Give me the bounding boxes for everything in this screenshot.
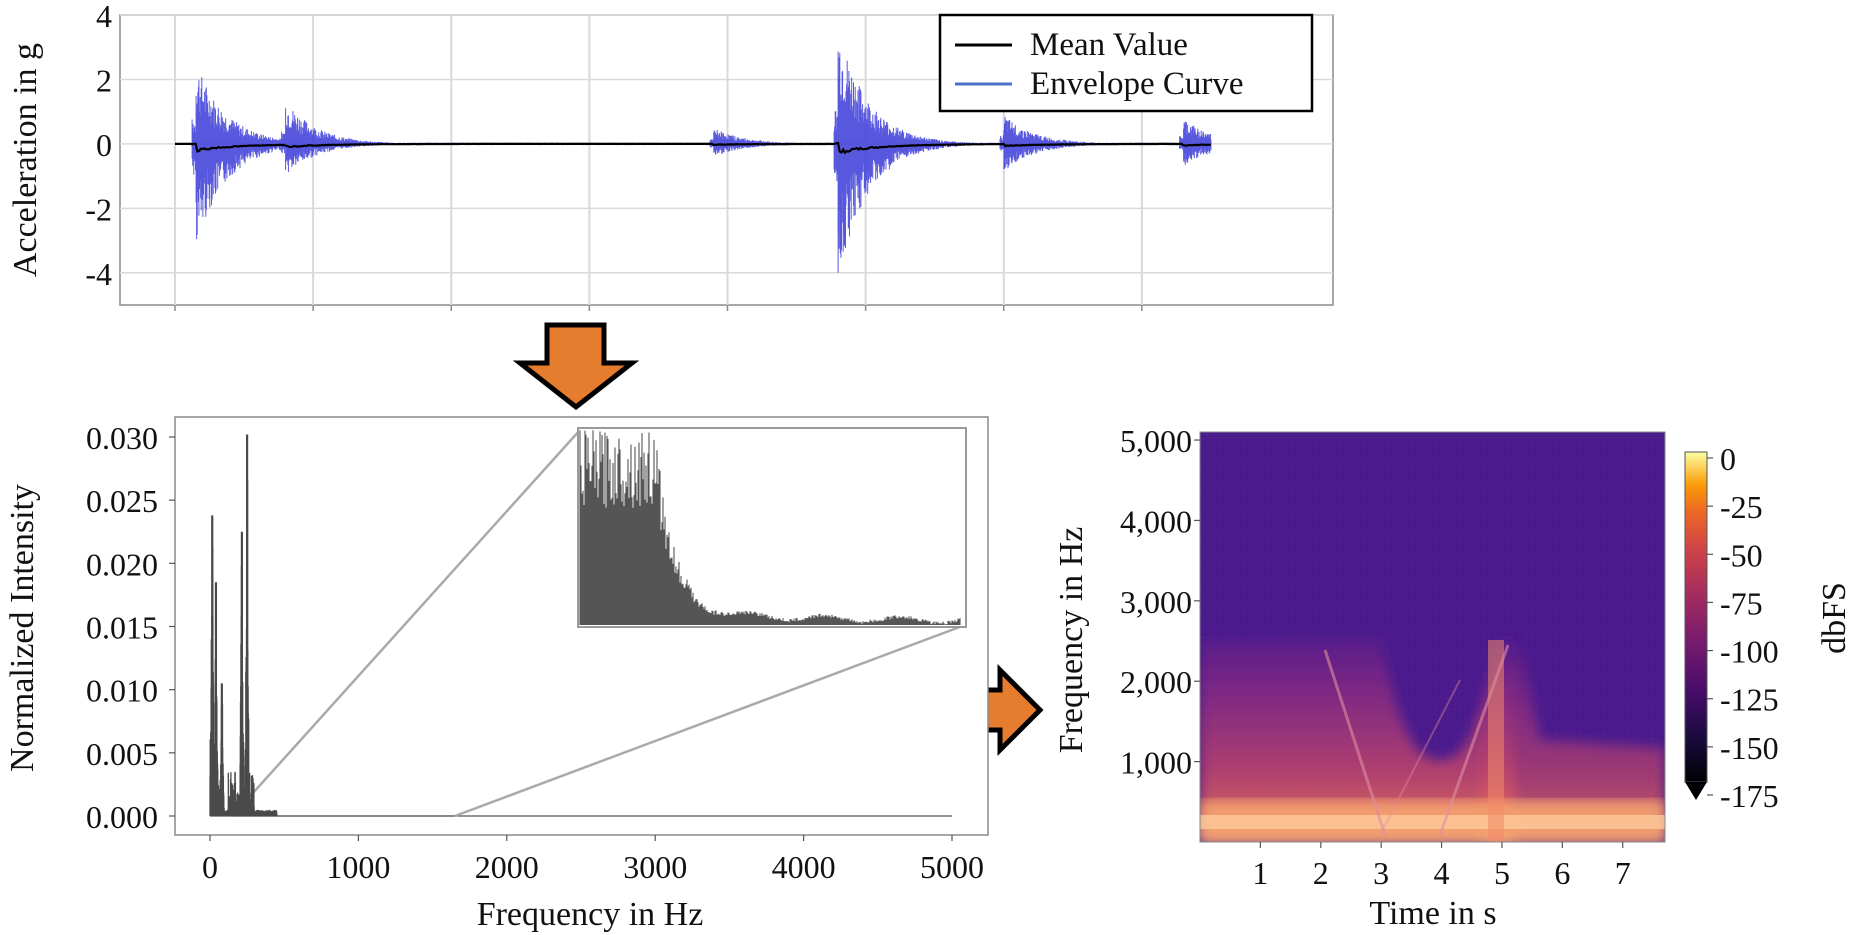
spectrogram-x-ticks: 1 2 3 4 5 6 7 (1252, 842, 1631, 891)
time-signal-y-label: Acceleration in g (7, 43, 44, 277)
inset-spectrum-lines (579, 430, 961, 625)
colorbar-extend-arrow (1685, 782, 1707, 800)
time-signal-chart: 4 2 0 -2 -4 Acceleration in g Mean Value Env… (7, 0, 1334, 311)
x-tick-label: 4 (1434, 855, 1450, 891)
y-tick-label: 4,000 (1120, 503, 1192, 539)
legend-box (938, 13, 1314, 113)
x-tick-label: 5 (1494, 855, 1510, 891)
x-tick-label: 3 (1373, 855, 1389, 891)
arrow-down-icon (512, 322, 640, 411)
y-tick-label: 0 (96, 127, 112, 163)
y-tick-label: 2 (96, 62, 112, 98)
spectrogram-x-label: Time in s (1369, 895, 1496, 932)
fft-y-ticks: 0.000 0.005 0.010 0.015 0.020 0.025 0.030 (86, 420, 175, 835)
fft-x-ticks: 0 1000 2000 3000 4000 5000 (202, 835, 984, 885)
spectrogram-y-ticks: 1,000 2,000 3,000 4,000 5,000 (1120, 423, 1200, 781)
x-tick-label: 2 (1313, 855, 1329, 891)
colorbar-gradient (1684, 451, 1708, 783)
fft-chart: 0.000 0.005 0.010 0.015 0.020 0.025 0.030 0 100… (4, 416, 989, 933)
y-tick-label: 2,000 (1120, 664, 1192, 700)
colorbar-tick-label: -100 (1720, 634, 1779, 670)
x-tick-label: 7 (1615, 855, 1631, 891)
fft-inset (577, 427, 967, 628)
spectrogram-frame (1199, 431, 1666, 843)
colorbar-tick-label: -75 (1720, 585, 1763, 621)
x-tick-label: 4000 (772, 849, 836, 885)
x-tick-label: 0 (202, 849, 218, 885)
y-tick-label: 0.020 (86, 546, 158, 582)
y-tick-label: 0.015 (86, 610, 158, 646)
x-tick-label: 1000 (326, 849, 390, 885)
y-tick-label: 0.005 (86, 736, 158, 772)
fft-y-label: Normalized Intensity (4, 484, 41, 772)
time-signal-y-ticks: 4 2 0 -2 -4 (85, 0, 112, 292)
y-tick-label: 0.030 (86, 420, 158, 456)
colorbar-tick-label: -175 (1720, 778, 1779, 814)
y-tick-label: 5,000 (1120, 423, 1192, 459)
y-tick-label: 0.010 (86, 673, 158, 709)
colorbar-tick-label: -25 (1720, 489, 1763, 525)
fft-x-label: Frequency in Hz (477, 896, 704, 933)
fft-spectrum (209, 434, 278, 816)
legend-envelope-label: Envelope Curve (1030, 66, 1244, 102)
legend-mean-label: Mean Value (1030, 27, 1188, 63)
colorbar-tick-label: -125 (1720, 682, 1779, 718)
connector-line (231, 429, 581, 817)
y-tick-label: -2 (85, 191, 112, 227)
y-tick-label: 4 (96, 0, 112, 34)
y-tick-label: 0.025 (86, 483, 158, 519)
connector-line (454, 623, 966, 818)
x-tick-label: 5000 (920, 849, 984, 885)
y-tick-label: -4 (85, 256, 112, 292)
spectrogram-image (1199, 431, 1666, 843)
colorbar-tick-label: 0 (1720, 441, 1736, 477)
colorbar: 0 -25 -50 -75 -100 -125 -150 -175 dbFS (1684, 441, 1852, 814)
inset-spectrum (579, 430, 961, 625)
spectrogram-y-label: Frequency in Hz (1053, 527, 1090, 754)
spectrogram-energy (1200, 638, 1665, 842)
x-tick-label: 1 (1252, 855, 1268, 891)
legend: Mean Value Envelope Curve (938, 13, 1314, 113)
spectrogram-chart: 1,000 2,000 3,000 4,000 5,000 1 2 3 4 5 6 7 Freque… (1053, 423, 1852, 932)
mean-value-line (175, 141, 1212, 155)
x-tick-label: 6 (1554, 855, 1570, 891)
x-tick-label: 3000 (623, 849, 687, 885)
y-tick-label: 3,000 (1120, 584, 1192, 620)
colorbar-tick-label: -50 (1720, 537, 1763, 573)
colorbar-label: dbFS (1816, 582, 1852, 654)
colorbar-ticks: 0 -25 -50 -75 -100 -125 -150 -175 (1707, 441, 1779, 814)
x-tick-label: 2000 (475, 849, 539, 885)
y-tick-label: 0.000 (86, 799, 158, 835)
colorbar-tick-label: -150 (1720, 730, 1779, 766)
y-tick-label: 1,000 (1120, 745, 1192, 781)
